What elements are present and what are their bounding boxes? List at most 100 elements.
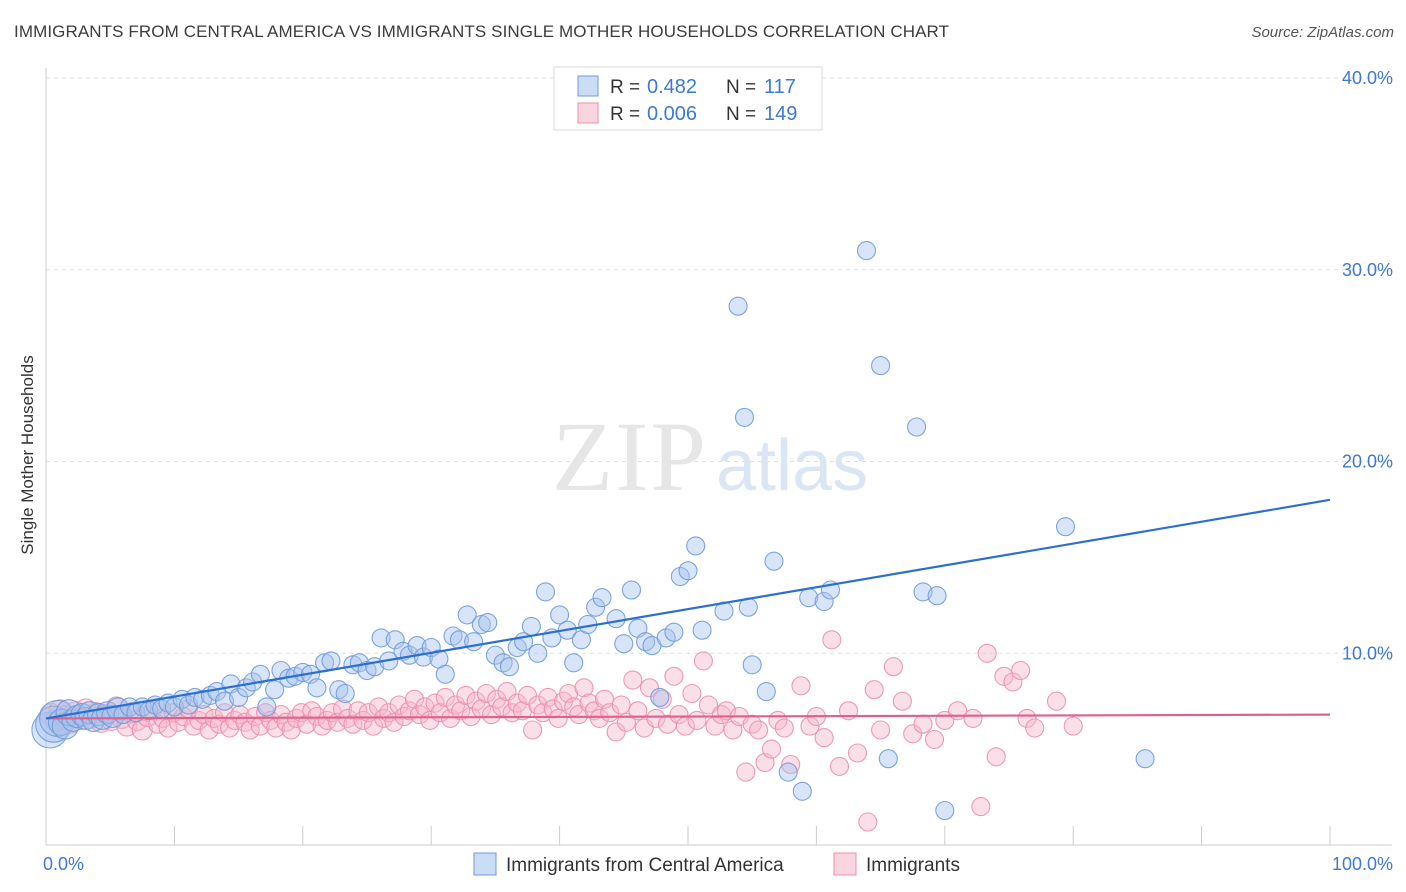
data-point [871,356,891,376]
data-point [847,743,868,763]
data-point [492,697,512,717]
data-point [927,586,947,606]
data-point [257,697,277,717]
data-point [858,812,878,832]
data-point [791,676,811,696]
data-point [265,680,285,700]
data-point [623,670,643,690]
data-point [528,643,548,663]
data-point [814,728,834,748]
data-point [164,697,184,717]
data-point [404,689,425,709]
data-point [229,687,249,707]
data-point [214,691,235,711]
data-point [692,620,712,640]
data-point [693,651,713,671]
stats-legend: R = 0.482 N = 117 R = 0.006 N = 149 [553,66,823,131]
data-point [456,685,476,705]
data-point [385,630,405,650]
data-point [792,781,812,801]
data-point [924,729,945,750]
data-point [611,695,631,715]
watermark: ZIP atlas [552,401,868,512]
stats-r-value: 0.006 [647,103,697,125]
data-point [756,682,776,702]
data-point [963,708,983,728]
data-point [878,749,898,769]
series-central-america-points [31,241,1155,821]
data-point [650,687,670,707]
data-point [435,664,455,684]
legend-swatch-central-america [473,852,497,876]
data-point [1025,718,1045,738]
data-point [148,714,168,734]
legend-label-central-america: Immigrants from Central America [506,855,784,876]
data-point [977,643,997,663]
data-point [435,687,455,707]
data-point [589,708,609,728]
data-point [420,710,440,730]
data-point [639,678,660,698]
y-tick-label: 10.0% [1342,643,1393,663]
data-point [464,632,484,652]
trend-lines [45,498,1331,720]
chart-title: IMMIGRANTS FROM CENTRAL AMERICA VS IMMIG… [14,22,950,41]
data-point [664,666,684,686]
series-immigrants-points [39,630,1083,832]
data-point [606,609,626,629]
data-point [371,628,391,648]
data-point [457,605,477,625]
data-point [499,657,520,677]
stats-n-label: N = [726,77,756,98]
data-point [1011,660,1031,681]
data-point [307,706,327,727]
data-point [994,666,1014,686]
data-point [628,701,648,721]
y-tick-label: 20.0% [1342,452,1393,472]
data-point [189,710,209,730]
data-point [302,701,322,721]
data-point [548,708,568,728]
x-tick-label: 0.0% [43,854,84,874]
stats-legend-swatch [577,102,599,124]
data-point [451,701,471,721]
data-point [178,695,199,715]
data-point [209,714,229,734]
data-point [669,705,689,725]
data-point [446,695,466,715]
data-point [1135,749,1155,769]
data-point [621,580,642,600]
stats-legend-swatch [577,75,599,97]
legend-swatch-immigrants [833,852,857,876]
data-point [664,622,684,642]
data-point [586,597,606,617]
data-point [550,605,570,625]
data-point [478,613,498,633]
data-point [471,614,491,635]
source-label: Source: ZipAtlas.com [1251,24,1394,41]
trend-line-central-america [45,498,1331,720]
legend-label-immigrants: Immigrants [866,855,960,876]
data-point [971,797,991,817]
stats-r-value: 0.482 [647,76,697,98]
data-point [476,683,496,704]
data-point [736,762,756,782]
data-point [728,296,748,316]
data-point [734,407,755,427]
data-point [517,685,538,705]
watermark-zip: ZIP [552,401,708,512]
data-point [764,551,784,571]
data-point [250,664,270,684]
data-point [903,724,923,744]
data-point [686,536,706,556]
grid-lines [46,77,1392,654]
data-point [829,756,850,776]
data-point [321,651,341,671]
data-point [856,241,877,261]
data-point [670,566,690,587]
data-point [606,722,626,742]
y-tick-label: 40.0% [1342,68,1393,88]
data-point [614,634,634,654]
x-tick-label: 100.0% [1332,854,1393,874]
